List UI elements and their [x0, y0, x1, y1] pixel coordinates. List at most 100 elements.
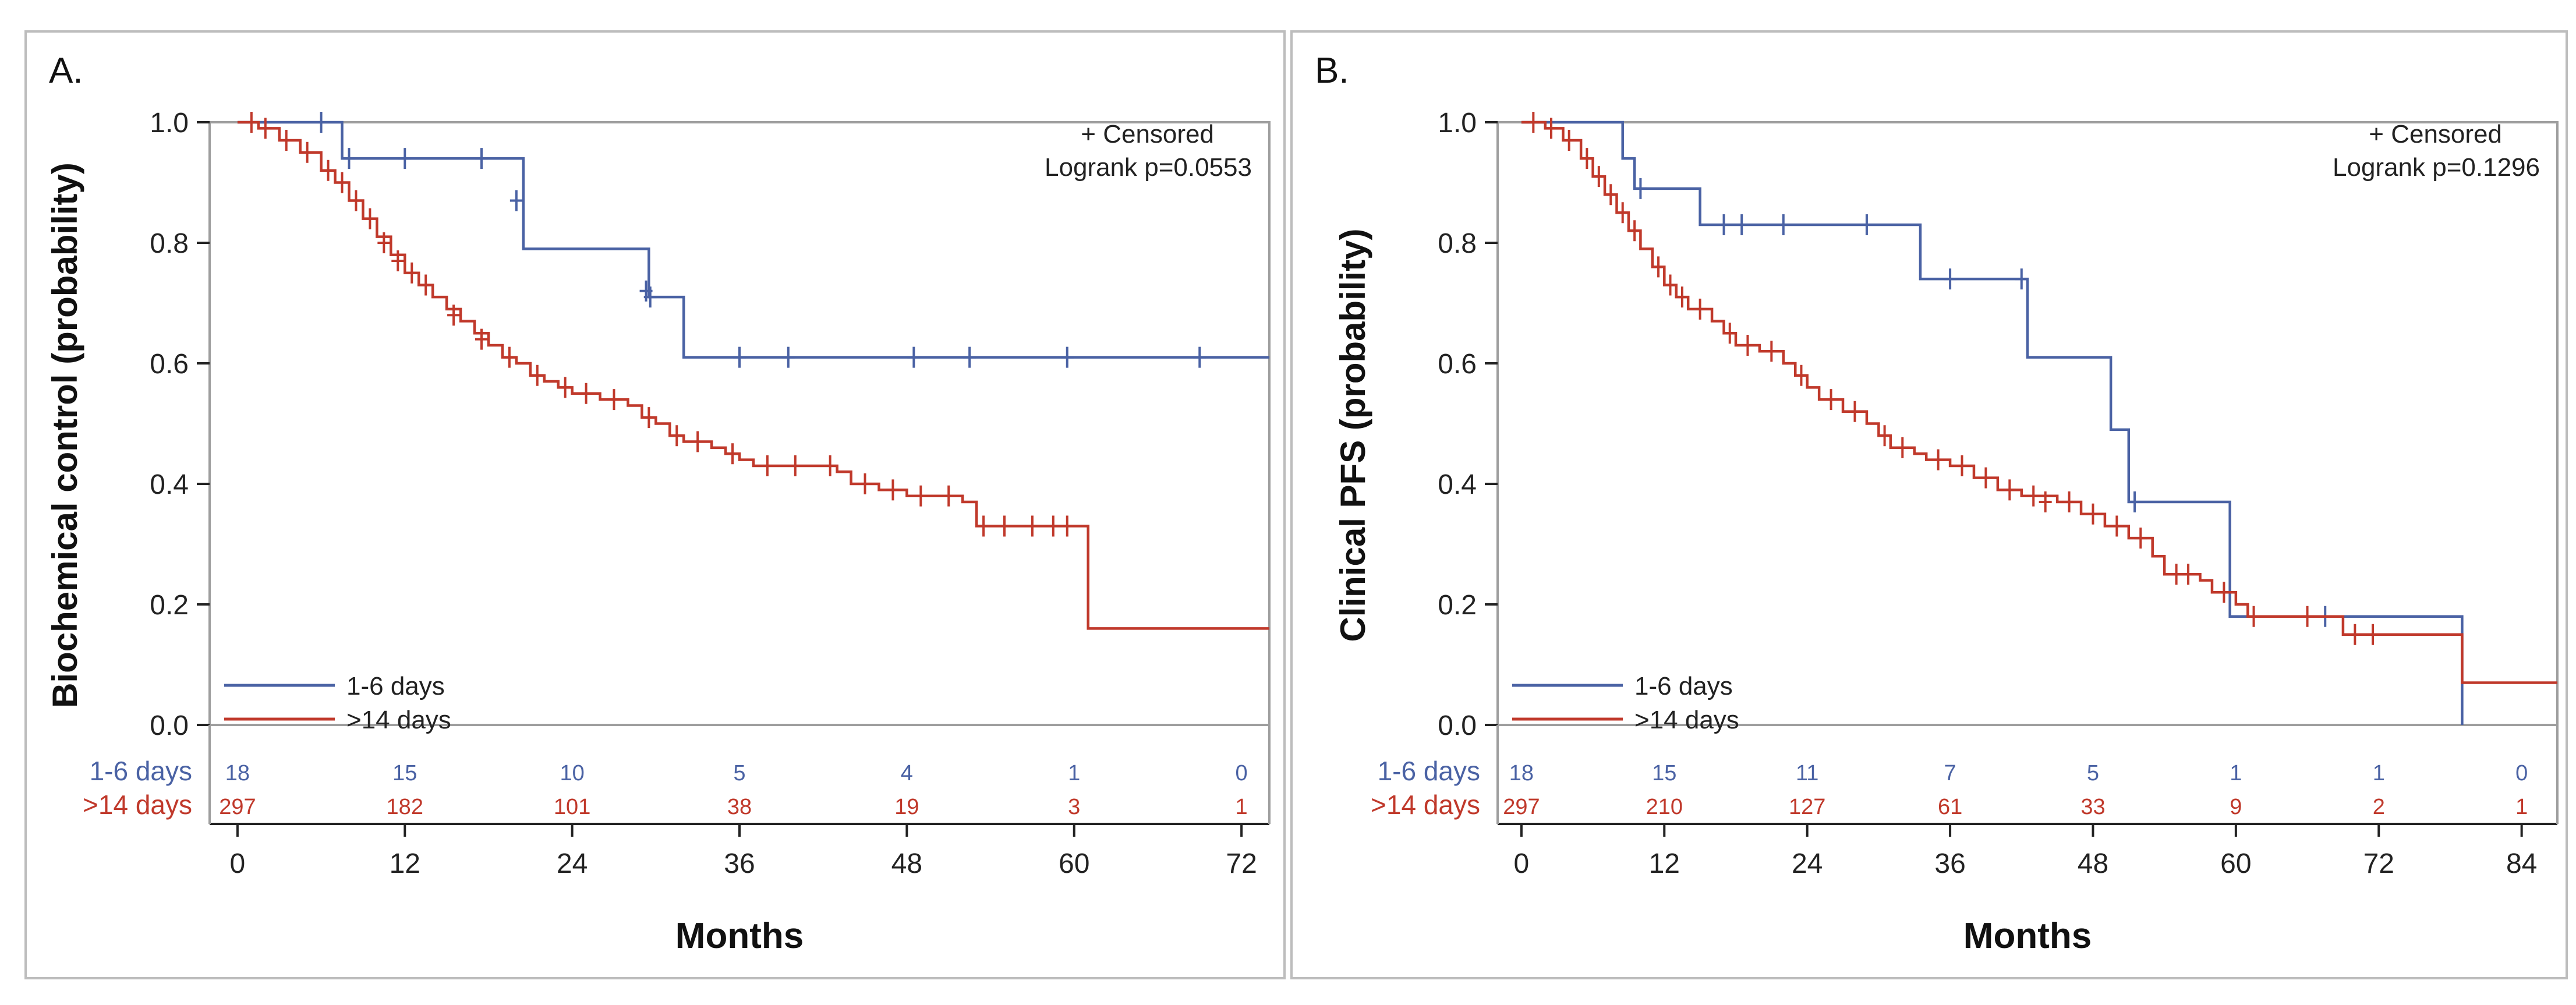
panel-a-series-2-censor-mark	[642, 407, 656, 429]
panel-b-frame	[1290, 30, 2568, 979]
panel-b-series-2-censor-mark	[1675, 286, 1689, 308]
panel-b-series-1-km-line	[1521, 121, 2464, 725]
panel-b-atrisk-count: 0	[2515, 761, 2528, 785]
panel-a-series-1-censor-mark	[509, 190, 523, 211]
panel-b-atrisk-count: 2	[2373, 795, 2385, 819]
panel-a-series-1-censor-mark	[314, 112, 328, 133]
panel-a-series-1-censor-mark	[398, 148, 412, 169]
panel-b-label: B.	[1315, 51, 1349, 91]
panel-b-series-2-censor-mark	[1979, 467, 1993, 489]
panel-b-xtick-label: 84	[2506, 848, 2537, 879]
panel-b-atrisk-count: 297	[1503, 795, 1540, 819]
panel-b-atrisk-row-label-2: >14 days	[1371, 790, 1480, 820]
panel-b-series-2-censor-mark	[1628, 220, 1641, 242]
panel-a-series-2-censor-mark	[1060, 515, 1074, 537]
panel-b-censored-note: + Censored	[2369, 120, 2502, 148]
panel-a-series-1-km-line	[237, 121, 1269, 359]
panel-b-atrisk-count: 15	[1652, 761, 1676, 785]
panel-a-series-1-censor-mark	[907, 346, 921, 368]
panel-a-ytick-label: 0.2	[150, 590, 189, 621]
panel-b-series-2-censor-mark	[2027, 485, 2040, 507]
panel-a-frame	[24, 30, 1286, 979]
panel-b-xtick-label: 48	[2078, 848, 2108, 879]
panel-b-series-2-censor-mark	[2110, 515, 2124, 537]
panel-a-series-1-censor-mark	[643, 286, 657, 308]
panel-a-series-2-censor-mark	[760, 455, 774, 476]
panel-b-series-1-censor-mark	[1717, 214, 1731, 235]
panel-a-series-2-censor-mark	[823, 455, 837, 476]
panel-a-series-2-censor-mark	[886, 479, 900, 501]
panel-b-series-2-censor-mark	[1723, 323, 1736, 344]
panel-b-series-2-censor-mark	[2182, 564, 2195, 585]
panel-a-atrisk-count: 182	[387, 795, 423, 819]
panel-a-atrisk-count: 297	[219, 795, 256, 819]
panel-b-series-2-censor-mark	[1616, 202, 1629, 224]
panel-b-series-2-censor-mark	[2086, 503, 2100, 525]
panel-a-atrisk-count: 18	[225, 761, 250, 785]
panel-a-series-2-censor-mark	[914, 485, 928, 507]
panel-b-ytick-label: 0.0	[1438, 710, 1477, 741]
panel-a-series-2-censor-mark	[1025, 515, 1039, 537]
panel-b-ytick-label: 0.8	[1438, 228, 1477, 259]
panel-a-series-2-censor-mark	[858, 473, 872, 494]
panel-a-ytick-label: 0.8	[150, 228, 189, 259]
panel-a-series-2-censor-mark	[259, 118, 272, 139]
panel-b-series-2-censor-mark	[2217, 582, 2231, 603]
panel-b-atrisk-count: 18	[1509, 761, 1534, 785]
panel-b-series-2-censor-mark	[2348, 624, 2362, 645]
panel-a-logrank-note: Logrank p=0.0553	[1045, 153, 1252, 182]
panel-b-series-2-censor-mark	[1848, 401, 1862, 422]
panel-a-xtick-label: 36	[724, 848, 755, 879]
panel-a-series-2-censor-mark	[405, 262, 419, 284]
panel-a-series-1-censor-mark	[733, 346, 746, 368]
panel-a-series-2-censor-mark	[475, 328, 488, 350]
panel-b-xlabel: Months	[1963, 916, 2092, 956]
panel-b-series-2-censor-mark	[1824, 389, 1838, 411]
panel-b-series-2-censor-mark	[1795, 365, 1808, 386]
panel-b-atrisk-count: 210	[1646, 795, 1683, 819]
panel-b-atrisk-count: 61	[1938, 795, 1962, 819]
panel-b-plot-area	[1496, 121, 2559, 726]
panel-a-xtick-label: 60	[1059, 848, 1089, 879]
panel-a-series-2-censor-mark	[279, 130, 293, 151]
panel-a-series-2-censor-mark	[363, 208, 377, 229]
panel-b-series-2-km-line	[1521, 121, 2557, 684]
panel-a-series-2-censor-mark	[349, 190, 363, 211]
panel-b-legend-label-1: 1-6 days	[1634, 672, 1733, 700]
panel-b-series-2-censor-mark	[1896, 437, 1909, 458]
panel-a-series-2-censor-mark	[788, 455, 802, 476]
panel-a-atrisk-row-label-1: 1-6 days	[90, 756, 192, 786]
panel-b-series-2-censor-mark	[1592, 166, 1605, 187]
panel-a-series-2-censor-mark	[977, 515, 990, 537]
panel-b-atrisk-count: 1	[2230, 761, 2242, 785]
panel-a-series-1-censor-mark	[342, 148, 356, 169]
panel-b-xtick-label: 24	[1792, 848, 1823, 879]
panel-b-atrisk-count: 11	[1796, 761, 1818, 785]
panel-a-series-1-censor-mark	[781, 346, 795, 368]
panel-b-series-2-censor-mark	[1741, 334, 1754, 356]
panel-b-series-2-censor-mark	[1664, 274, 1677, 296]
panel-a-series-1-censor-mark	[1193, 346, 1206, 368]
panel-b-series-1-censor-mark	[1777, 214, 1790, 235]
panel-b-xtick-label: 36	[1934, 848, 1965, 879]
panel-b-atrisk-count: 127	[1789, 795, 1825, 819]
panel-a-series-2-censor-mark	[391, 250, 405, 272]
panel-b-legend-label-2: >14 days	[1634, 706, 1739, 734]
panel-a-series-2-censor-mark	[726, 443, 739, 465]
panel-a-atrisk-count: 10	[560, 761, 584, 785]
panel-a-ytick-label: 1.0	[150, 108, 189, 139]
panel-a-series-2-censor-mark	[321, 160, 335, 181]
panel-b-series-2-censor-mark	[1545, 118, 1558, 139]
panel-b-atrisk-count: 5	[2087, 761, 2099, 785]
panel-b-series-2-censor-mark	[2247, 606, 2260, 627]
panel-b-series-2-censor-mark	[1562, 130, 1576, 151]
panel-a-series-2-censor-mark	[377, 232, 391, 253]
panel-b-xtick-label: 72	[2363, 848, 2394, 879]
panel-a-series-1-censor-mark	[1060, 346, 1074, 368]
panel-b-series-2-censor-mark	[1693, 298, 1707, 320]
panel-b-series-1-censor-mark	[1634, 178, 1647, 199]
panel-b-ylabel: Clinical PFS (probability)	[1333, 228, 1372, 642]
panel-a-series-2-censor-mark	[419, 274, 433, 296]
panel-b-series-1-censor-mark	[2128, 491, 2142, 513]
panel-b-atrisk-count: 7	[1944, 761, 1956, 785]
